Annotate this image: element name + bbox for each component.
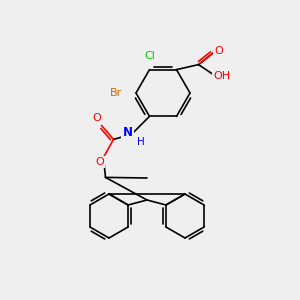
- Text: Cl: Cl: [144, 51, 155, 61]
- Text: O: O: [95, 158, 104, 167]
- Text: N: N: [122, 126, 133, 139]
- Text: O: O: [214, 46, 223, 56]
- Text: H: H: [136, 137, 144, 147]
- Text: OH: OH: [213, 70, 230, 81]
- Text: O: O: [92, 113, 101, 123]
- Text: Br: Br: [110, 88, 122, 98]
